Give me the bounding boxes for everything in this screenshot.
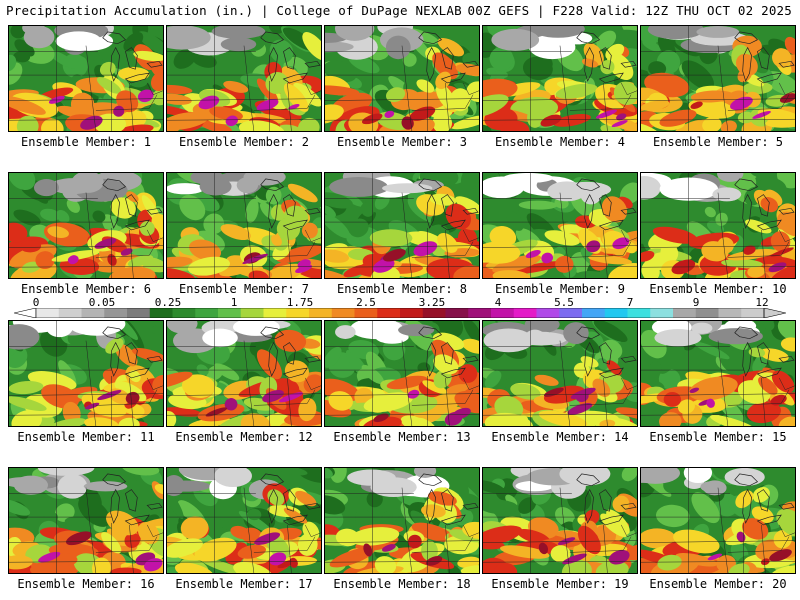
ensemble-member-map [482,320,638,427]
ensemble-member-label: Ensemble Member: 18 [333,577,471,591]
ensemble-member-map [482,467,638,574]
colorbar-tick-label: 0 [32,296,40,309]
ensemble-member-map [166,172,322,279]
colorbar-segment [286,308,310,318]
ensemble-member-map [640,467,796,574]
colorbar-segment [468,308,492,318]
ensemble-member-map [640,320,796,427]
colorbar-segment [718,308,742,318]
ensemble-member-label: Ensemble Member: 2 [178,135,310,149]
ensemble-member-label: Ensemble Member: 1 [20,135,152,149]
colorbar-tick-label: 12 [755,296,769,309]
colorbar-segment [240,308,264,318]
colorbar-segment [491,308,515,318]
ensemble-member-label: Ensemble Member: 15 [649,430,787,444]
ensemble-member-label: Ensemble Member: 17 [175,577,313,591]
ensemble-member-label: Ensemble Member: 16 [17,577,155,591]
colorbar-segment [36,308,60,318]
ensemble-member-map [482,25,638,132]
ensemble-member-map [324,320,480,427]
precip-colorbar [14,308,786,318]
colorbar-segment [309,308,333,318]
colorbar-segment [400,308,424,318]
ensemble-member-map [166,320,322,427]
ensemble-member-label: Ensemble Member: 8 [336,282,468,296]
ensemble-member-map [8,320,164,427]
colorbar-tick-label: 2.5 [356,296,376,309]
colorbar-segment [104,308,128,318]
colorbar-segment [422,308,446,318]
ensemble-member-label: Ensemble Member: 6 [20,282,152,296]
colorbar-tick-label: 9 [692,296,700,309]
colorbar-tick-label: 7 [626,296,634,309]
ensemble-member-map [8,25,164,132]
ensemble-member-map [8,467,164,574]
colorbar-segment [513,308,537,318]
ensemble-member-label: Ensemble Member: 11 [17,430,155,444]
colorbar-segment [81,308,105,318]
colorbar-segment [559,308,583,318]
ensemble-member-map [482,172,638,279]
colorbar-segment [195,308,219,318]
colorbar-segment [695,308,719,318]
ensemble-member-map [166,25,322,132]
colorbar-segment [218,308,242,318]
colorbar-segment [627,308,651,318]
colorbar-segment [331,308,355,318]
ensemble-member-label: Ensemble Member: 9 [494,282,626,296]
ensemble-member-map [166,467,322,574]
ensemble-member-map [640,172,796,279]
colorbar-segment [650,308,674,318]
colorbar-segment [172,308,196,318]
colorbar-segment [354,308,378,318]
colorbar-tick-label: 0.25 [154,296,182,309]
colorbar-segment [377,308,401,318]
ensemble-member-label: Ensemble Member: 3 [336,135,468,149]
colorbar-tick-label: 1.75 [286,296,314,309]
ensemble-member-map [324,172,480,279]
colorbar-segment [604,308,628,318]
map-title: Precipitation Accumulation (in.) | Colle… [6,3,462,18]
ensemble-member-map [8,172,164,279]
colorbar-tick-label: 3.25 [418,296,446,309]
ensemble-member-label: Ensemble Member: 12 [175,430,313,444]
colorbar-segment [582,308,606,318]
ensemble-member-label: Ensemble Member: 14 [491,430,629,444]
ensemble-member-label: Ensemble Member: 10 [649,282,787,296]
colorbar-tick-label: 4 [494,296,502,309]
colorbar-segment [58,308,82,318]
run-valid-time: 00Z GEFS | F228 Valid: 12Z THU OCT 02 20… [467,3,792,18]
ensemble-member-label: Ensemble Member: 7 [178,282,310,296]
colorbar-segment [741,308,765,318]
ensemble-member-map [324,467,480,574]
colorbar-segment [673,308,697,318]
ensemble-member-label: Ensemble Member: 5 [652,135,784,149]
ensemble-member-label: Ensemble Member: 19 [491,577,629,591]
colorbar-right-arrow [763,308,786,318]
ensemble-member-label: Ensemble Member: 20 [649,577,787,591]
colorbar-segment [536,308,560,318]
ensemble-member-map [640,25,796,132]
colorbar-tick-label: 1 [230,296,238,309]
colorbar-segment [127,308,151,318]
colorbar-segment [149,308,173,318]
colorbar-tick-label: 0.05 [88,296,116,309]
colorbar-segment [263,308,287,318]
ensemble-member-map [324,25,480,132]
colorbar-tick-label: 5.5 [554,296,574,309]
colorbar-segment [445,308,469,318]
colorbar-left-arrow [14,308,37,318]
ensemble-member-label: Ensemble Member: 13 [333,430,471,444]
ensemble-member-label: Ensemble Member: 4 [494,135,626,149]
